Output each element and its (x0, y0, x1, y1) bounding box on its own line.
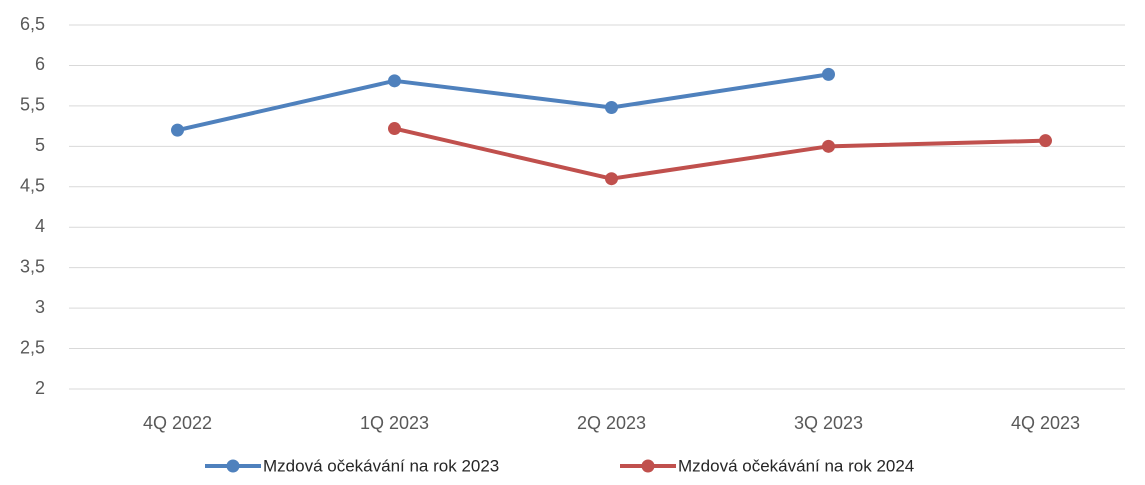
x-tick-label: 4Q 2022 (143, 413, 212, 433)
y-tick-label: 5,5 (20, 95, 45, 115)
x-tick-label: 2Q 2023 (577, 413, 646, 433)
legend-marker (641, 459, 655, 473)
y-tick-label: 2,5 (20, 337, 45, 357)
y-tick-label: 4,5 (20, 176, 45, 196)
data-point (388, 74, 401, 88)
x-tick-label: 1Q 2023 (360, 413, 429, 433)
y-tick-label: 6 (35, 54, 45, 74)
series-line (175, 72, 831, 133)
y-tick-label: 5 (35, 135, 45, 155)
y-tick-label: 2 (35, 378, 45, 398)
y-tick-label: 4 (35, 216, 45, 236)
data-point (605, 172, 618, 186)
legend-label: Mzdová očekávání na rok 2024 (678, 456, 914, 475)
data-point (605, 101, 618, 115)
data-point (822, 139, 835, 153)
x-tick-label: 4Q 2023 (1011, 413, 1080, 433)
legend-marker (226, 459, 240, 473)
data-point (822, 67, 835, 81)
data-point (388, 122, 401, 136)
y-tick-label: 3 (35, 297, 45, 317)
data-point (1039, 134, 1052, 148)
y-tick-label: 6,5 (20, 14, 45, 34)
y-tick-label: 3,5 (20, 256, 45, 276)
legend-label: Mzdová očekávání na rok 2023 (263, 456, 499, 475)
x-tick-label: 3Q 2023 (794, 413, 863, 433)
series-line (392, 126, 1048, 181)
data-point (171, 123, 184, 137)
